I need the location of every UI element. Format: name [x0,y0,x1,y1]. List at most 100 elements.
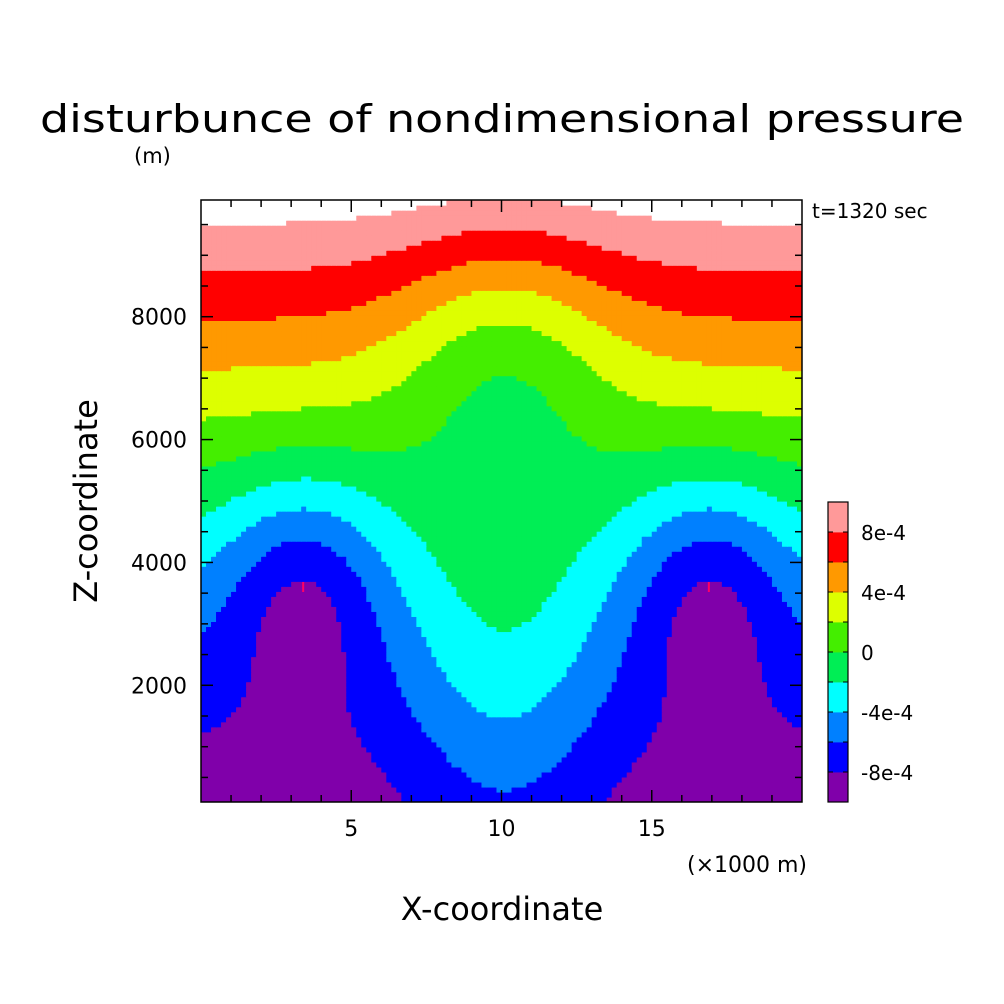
contour-cell [416,711,422,718]
contour-cell [436,591,442,597]
contour-cell [406,661,412,668]
contour-cell [211,616,217,622]
contour-cell [781,731,788,738]
contour-cell [421,771,427,778]
contour-cell [326,776,332,783]
contour-cell [596,631,603,638]
contour-cell [471,696,478,703]
contour-cell [306,781,312,788]
contour-cell [386,741,392,748]
contour-cell [736,621,743,628]
contour-cell [761,651,768,658]
contour-cell [326,646,332,653]
contour-cell [526,746,533,753]
contour-cell [371,736,377,743]
contour-cell [686,681,693,688]
contour-cell [261,726,267,733]
contour-cell [431,641,437,648]
contour-cell [796,741,802,748]
contour-cell [311,691,317,698]
contour-cell [421,671,427,678]
chart-title: disturbunce of nondimensional pressure [40,97,964,141]
contour-cell [736,721,743,728]
contour-cell [361,776,367,783]
contour-cell [656,666,663,673]
contour-cell [601,606,608,612]
contour-cell [351,666,357,673]
contour-cell [306,741,312,748]
contour-cell [501,676,508,683]
contour-cell [576,636,583,643]
contour-cell [586,601,593,607]
contour-cell [686,646,693,653]
contour-cell [696,751,703,758]
contour-cell [671,741,678,748]
contour-cell [421,686,427,693]
contour-cell [541,656,548,663]
contour-cell [646,596,653,602]
contour-cell [541,691,548,698]
contour-cell [531,626,538,633]
contour-cell [451,611,458,617]
contour-cell [756,701,763,708]
contour-cell [761,726,768,733]
contour-cell [751,701,758,708]
contour-cell [346,616,352,622]
contour-cell [676,616,683,622]
contour-cell [646,676,653,683]
contour-cell [721,656,728,663]
contour-cell [691,781,698,788]
contour-cell [246,741,252,748]
contour-cell [301,746,307,753]
contour-cell [736,756,743,763]
contour-cell [766,766,773,773]
contour-cell [451,686,458,693]
contour-cell [211,756,217,763]
contour-cell [706,761,713,768]
contour-cell [206,741,212,748]
contour-cell [776,701,783,708]
contour-cell [391,621,397,628]
contour-cell [726,606,733,612]
contour-cell [516,626,523,633]
contour-cell [686,631,693,638]
contour-cell [731,676,738,683]
contour-cell [786,701,793,708]
contour-cell [706,636,713,643]
contour-cell [491,701,498,708]
contour-cell [221,706,227,713]
contour-cell [606,691,613,698]
contour-cell [311,601,317,607]
contour-cell [236,651,242,658]
contour-cell [351,616,357,622]
contour-cell [341,791,347,798]
contour-cell [406,726,412,733]
contour-cell [776,776,783,783]
contour-cell [251,596,257,602]
contour-cell [576,706,583,713]
contour-cell [506,706,513,713]
contour-cell [286,731,292,738]
contour-cell [361,736,367,743]
contour-cell [451,736,458,743]
contour-cell [411,771,417,778]
contour-cell [501,611,508,617]
contour-cell [206,746,212,753]
contour-cell [211,776,217,783]
contour-cell [521,661,528,668]
contour-cell [666,651,673,658]
contour-cell [216,621,222,628]
contour-cell [606,786,613,793]
contour-cell [381,711,387,718]
contour-cell [561,781,568,788]
contour-cell [306,796,312,802]
contour-cell [296,601,302,607]
contour-cell [586,641,593,648]
contour-cell [401,686,407,693]
contour-cell [411,706,417,713]
contour-cell [736,671,743,678]
contour-cell [501,756,508,763]
contour-cell [286,696,292,703]
contour-cell [296,796,302,802]
contour-cell [201,731,207,738]
